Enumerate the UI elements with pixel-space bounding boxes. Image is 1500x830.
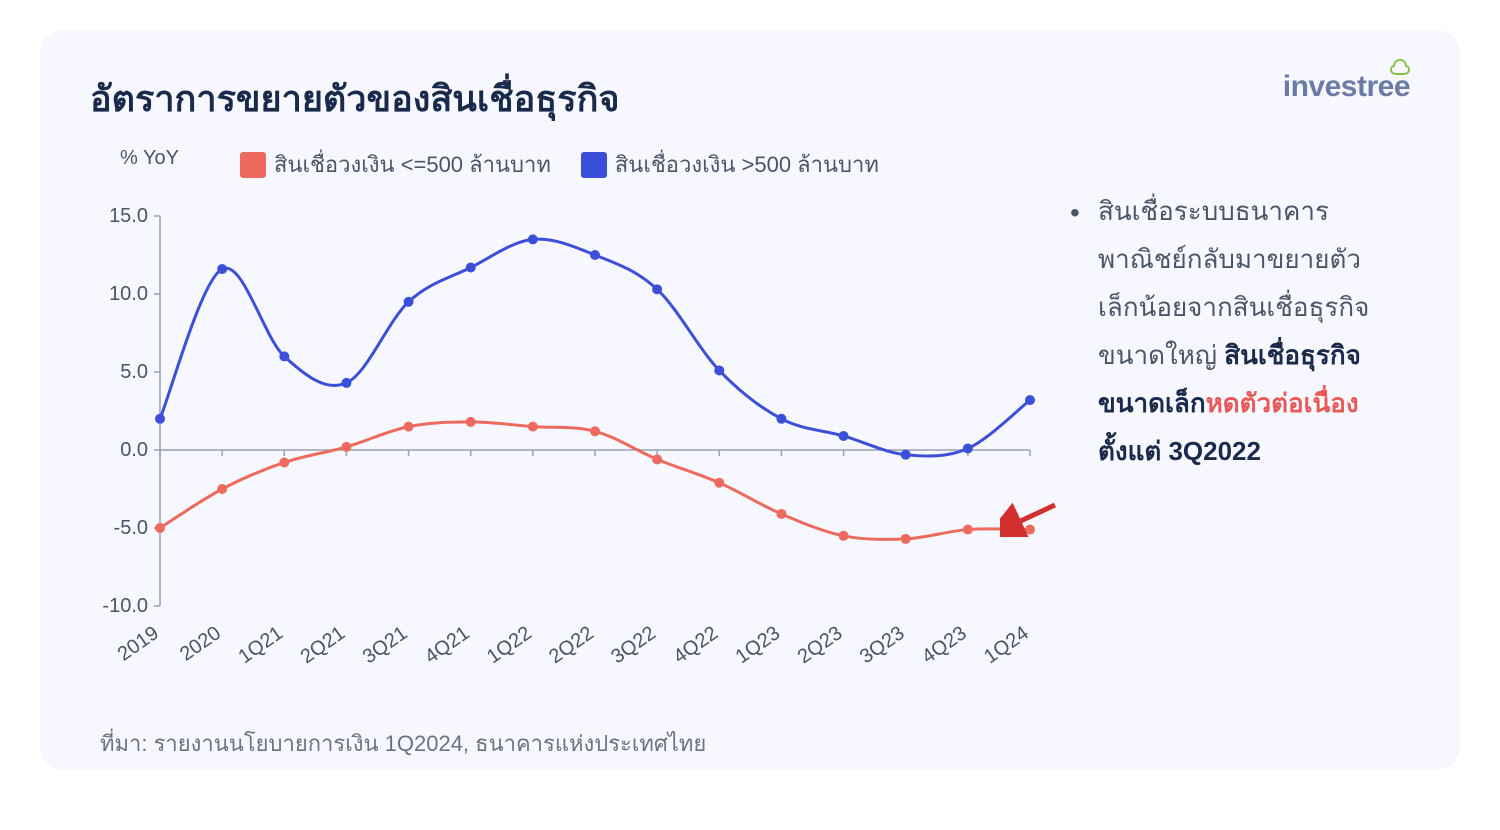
svg-text:1Q24: 1Q24 — [980, 622, 1033, 668]
svg-text:10.0: 10.0 — [109, 283, 148, 305]
svg-text:-10.0: -10.0 — [102, 595, 148, 617]
legend-label: สินเชื่อวงเงิน <=500 ล้านบาท — [274, 147, 551, 182]
source-text: ที่มา: รายงานนโยบายการเงิน 1Q2024, ธนาคา… — [100, 726, 1410, 761]
bullet-item: สินเชื่อระบบธนาคารพาณิชย์กลับมาขยายตัวเล… — [1070, 187, 1400, 476]
brand-logo: investree — [1283, 70, 1410, 104]
callout-arrow-icon — [1000, 497, 1060, 537]
tree-icon — [1388, 58, 1412, 82]
anno-part-bold: ตั้งแต่ 3Q2022 — [1098, 436, 1261, 466]
chart-area: % YoY สินเชื่อวงเงิน <=500 ล้านบาท สินเช… — [90, 147, 1040, 696]
legend-label: สินเชื่อวงเงิน >500 ล้านบาท — [615, 147, 879, 182]
svg-text:3Q22: 3Q22 — [607, 622, 660, 668]
anno-part-red: หดตัวต่อเนื่อง — [1206, 388, 1359, 418]
svg-text:1Q23: 1Q23 — [732, 622, 785, 668]
svg-text:2019: 2019 — [114, 622, 163, 666]
header: อัตราการขยายตัวของสินเชื่อธุรกิจ investr… — [90, 70, 1410, 127]
content-row: % YoY สินเชื่อวงเงิน <=500 ล้านบาท สินเช… — [90, 147, 1410, 696]
svg-text:2Q23: 2Q23 — [794, 622, 847, 668]
svg-text:1Q21: 1Q21 — [234, 622, 287, 668]
svg-text:2Q21: 2Q21 — [297, 622, 350, 668]
chart-title: อัตราการขยายตัวของสินเชื่อธุรกิจ — [90, 70, 619, 127]
legend-item: สินเชื่อวงเงิน <=500 ล้านบาท — [240, 147, 551, 182]
line-chart: -10.0-5.00.05.010.015.0201920201Q212Q213… — [90, 176, 1040, 696]
svg-text:0.0: 0.0 — [120, 439, 148, 461]
chart-card: อัตราการขยายตัวของสินเชื่อธุรกิจ investr… — [40, 30, 1460, 770]
svg-text:-5.0: -5.0 — [114, 517, 148, 539]
svg-text:4Q23: 4Q23 — [918, 622, 971, 668]
svg-text:4Q22: 4Q22 — [669, 622, 722, 668]
svg-text:3Q23: 3Q23 — [856, 622, 909, 668]
svg-text:3Q21: 3Q21 — [359, 622, 412, 668]
bullet-list: สินเชื่อระบบธนาคารพาณิชย์กลับมาขยายตัวเล… — [1070, 187, 1400, 476]
legend-swatch — [581, 152, 607, 178]
svg-text:4Q21: 4Q21 — [421, 622, 474, 668]
svg-text:2Q22: 2Q22 — [545, 622, 598, 668]
svg-text:1Q22: 1Q22 — [483, 622, 536, 668]
svg-text:15.0: 15.0 — [109, 205, 148, 227]
legend: สินเชื่อวงเงิน <=500 ล้านบาท สินเชื่อวงเ… — [240, 147, 879, 182]
svg-text:5.0: 5.0 — [120, 361, 148, 383]
svg-text:2020: 2020 — [176, 622, 225, 666]
legend-item: สินเชื่อวงเงิน >500 ล้านบาท — [581, 147, 879, 182]
side-annotation: สินเชื่อระบบธนาคารพาณิชย์กลับมาขยายตัวเล… — [1070, 147, 1410, 696]
legend-swatch — [240, 152, 266, 178]
